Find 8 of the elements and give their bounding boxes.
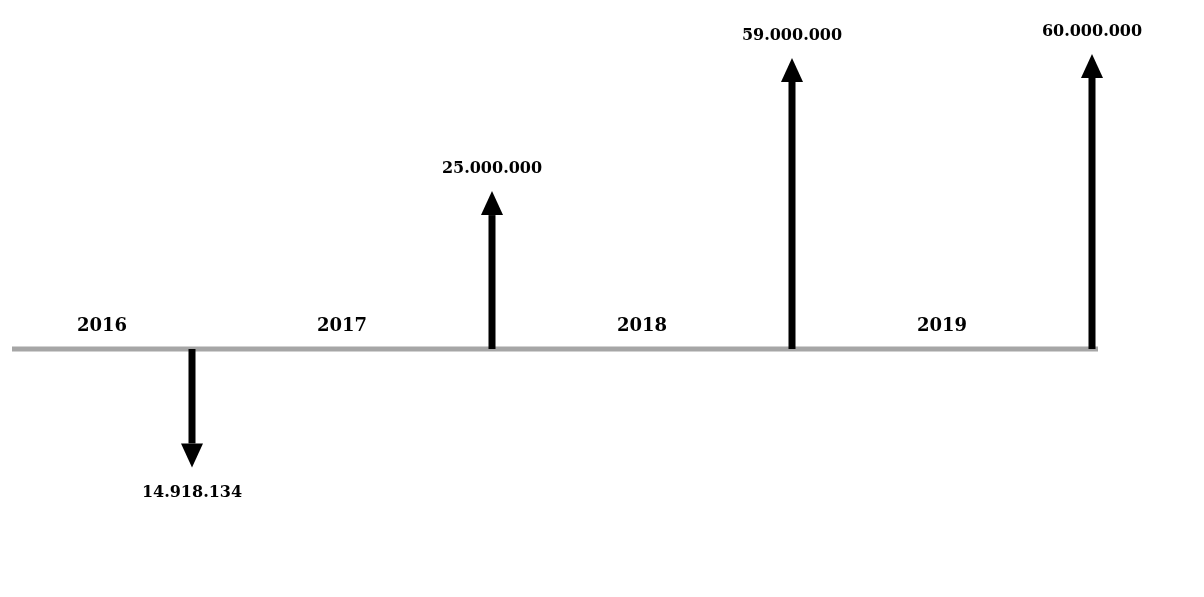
category-label: 2019 — [916, 314, 968, 335]
data-label: 59.000.000 — [741, 24, 843, 44]
category-label: 2017 — [316, 314, 368, 335]
category-label: 2018 — [616, 314, 668, 335]
data-label: 14.918.134 — [141, 482, 243, 502]
category-label: 2016 — [76, 314, 128, 335]
data-label: 60.000.000 — [1041, 21, 1143, 40]
data-label: 25.000.000 — [441, 158, 543, 178]
